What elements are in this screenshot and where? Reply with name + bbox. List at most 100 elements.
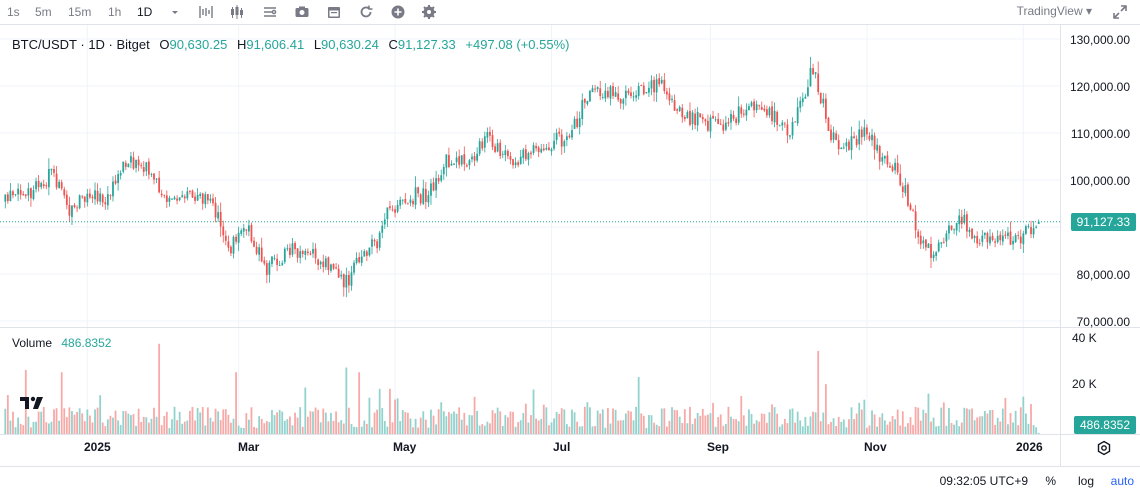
candle-body xyxy=(342,274,345,288)
volume-bar xyxy=(878,417,881,434)
candle-down xyxy=(191,189,194,198)
volume-bar xyxy=(730,416,732,434)
chevron-down-icon[interactable] xyxy=(167,4,183,20)
volume-bar xyxy=(524,403,527,434)
candle-body xyxy=(160,193,163,196)
candle-body xyxy=(712,115,714,119)
candle-up xyxy=(242,223,245,238)
log-toggle[interactable]: log xyxy=(1077,474,1094,488)
calendar-icon[interactable] xyxy=(326,4,342,20)
camera-icon[interactable] xyxy=(294,4,310,20)
plus-icon[interactable] xyxy=(390,4,406,20)
candle-body xyxy=(119,172,122,176)
interval-1d[interactable]: 1D xyxy=(137,5,153,19)
candle-up xyxy=(455,151,458,169)
interval-1s[interactable]: 1s xyxy=(7,5,20,19)
candle-up xyxy=(601,93,604,100)
candle-up xyxy=(399,196,402,209)
candle-up xyxy=(671,95,673,103)
clock[interactable]: 09:32:05 UTC+9 xyxy=(939,474,1028,488)
candle-body xyxy=(168,197,171,202)
chart-settings-icon[interactable] xyxy=(1096,440,1112,456)
candle-up xyxy=(799,96,802,113)
volume-bar xyxy=(371,427,373,434)
candle-up xyxy=(655,74,658,102)
volume-bar xyxy=(494,413,496,434)
candle-down xyxy=(314,243,317,264)
open-label: O xyxy=(159,37,170,52)
candle-down xyxy=(1009,221,1012,246)
candle-up xyxy=(927,243,930,249)
percent-toggle[interactable]: % xyxy=(1045,474,1056,488)
interval-1h[interactable]: 1h xyxy=(108,5,122,19)
candle-up xyxy=(1024,224,1027,236)
candle-up xyxy=(440,169,443,183)
candle-down xyxy=(227,235,230,252)
candle-body xyxy=(271,256,273,264)
volume-bar xyxy=(191,406,194,434)
candle-down xyxy=(437,174,440,184)
candles-icon[interactable] xyxy=(229,4,245,20)
tradingview-logo-icon[interactable] xyxy=(18,394,46,412)
candle-up xyxy=(832,126,835,144)
candle-body xyxy=(1001,235,1004,242)
volume-bar xyxy=(776,413,779,434)
volume-bar xyxy=(350,424,353,434)
candle-down xyxy=(765,105,768,118)
tradingview-menu[interactable]: TradingView ▾ xyxy=(1017,4,1092,18)
candle-body xyxy=(468,160,471,166)
candle-body xyxy=(491,135,494,147)
volume-bar xyxy=(247,419,250,434)
candle-down xyxy=(942,237,945,244)
candle-up xyxy=(476,147,479,163)
volume-bar xyxy=(417,427,420,434)
candle-body xyxy=(294,243,296,250)
candle-up xyxy=(963,208,966,225)
volume-bar xyxy=(17,417,20,434)
candle-down xyxy=(327,256,330,276)
volume-bar xyxy=(117,420,120,434)
candle-down xyxy=(896,154,899,175)
expand-icon[interactable] xyxy=(1112,4,1128,20)
open-value: 90,630.25 xyxy=(169,37,228,52)
volume-bar xyxy=(550,422,553,434)
candle-down xyxy=(206,193,209,205)
candle-down xyxy=(786,119,789,144)
volume-bar xyxy=(901,411,904,434)
volume-bar xyxy=(35,421,37,434)
volume-bar xyxy=(89,415,91,434)
time-tick: Nov xyxy=(864,440,887,454)
candle-body xyxy=(583,98,586,103)
candle-body xyxy=(189,191,191,192)
candle-down xyxy=(224,230,227,246)
candle-up xyxy=(304,248,307,260)
candle-down xyxy=(868,132,871,142)
candle-down xyxy=(255,241,258,256)
candle-body xyxy=(140,165,143,167)
bar-chart-icon[interactable] xyxy=(198,4,214,20)
interval-15m[interactable]: 15m xyxy=(68,5,92,19)
volume-bar xyxy=(917,407,920,434)
indicators-icon[interactable] xyxy=(262,4,278,20)
candle-body xyxy=(478,141,481,154)
candle-body xyxy=(71,205,73,217)
volume-bar xyxy=(881,413,884,434)
interval-5m[interactable]: 5m xyxy=(35,5,52,19)
replay-icon[interactable] xyxy=(358,4,374,20)
candle-body xyxy=(832,132,835,140)
settings-icon[interactable] xyxy=(421,4,437,20)
volume-bar xyxy=(1001,408,1004,434)
volume-bar xyxy=(186,420,189,434)
candle-down xyxy=(235,233,237,245)
volume-bar xyxy=(645,427,648,434)
volume-bar xyxy=(91,422,94,434)
candle-down xyxy=(627,88,630,96)
candle-body xyxy=(260,247,263,262)
volume-bar xyxy=(391,422,394,434)
candle-down xyxy=(771,100,773,125)
candle-body xyxy=(668,93,671,101)
candle-up xyxy=(750,100,753,108)
auto-toggle[interactable]: auto xyxy=(1110,474,1134,488)
candle-up xyxy=(173,195,176,200)
